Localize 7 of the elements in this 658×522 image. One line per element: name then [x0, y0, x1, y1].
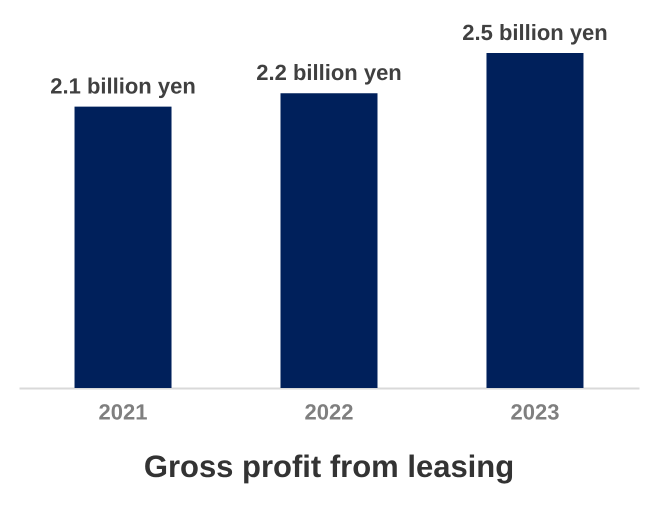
- data-label: 2.1 billion yen: [50, 74, 196, 99]
- x-tick-label: 2021: [98, 400, 148, 424]
- x-tick-label: 2023: [510, 400, 560, 424]
- data-label: 2.5 billion yen: [462, 20, 608, 45]
- x-tick-label: 2022: [304, 400, 354, 424]
- text: Gross profit from leasing: [144, 449, 514, 484]
- data-label: 2.2 billion yen: [256, 60, 402, 86]
